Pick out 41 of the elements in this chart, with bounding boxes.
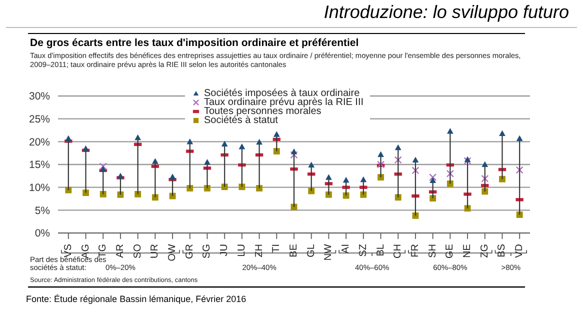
- y-tick-label: 25%: [28, 114, 50, 126]
- x-tick-label: AI: [340, 244, 352, 254]
- x-tick-label: TI: [271, 244, 282, 253]
- x-tick-label: SG: [202, 244, 213, 258]
- x-tick-label: FR: [410, 244, 421, 258]
- x-tick-label: SZ: [358, 244, 369, 257]
- x-tick-label: BS: [496, 244, 508, 258]
- x-tick-label: ZH: [254, 244, 265, 258]
- chart-subtitle: De gros écarts entre les taux d'imposition ordinaire et préférentiel: [30, 37, 359, 49]
- source-note: Fonte: Étude régionale Bassin lémanique, Février 2016: [26, 294, 246, 304]
- y-tick-label: 5%: [34, 204, 50, 217]
- y-tick-label: 10%: [28, 182, 50, 194]
- legend-label: Taux ordinaire prévu après la RIE III: [204, 97, 364, 108]
- x-tick-label: SO: [132, 244, 144, 258]
- y-tick-label: 20%: [28, 136, 50, 148]
- x-tick-label: UR: [150, 244, 161, 258]
- x-tick-label: LU: [236, 244, 248, 257]
- x-tick-label: BE: [288, 244, 300, 258]
- x-tick-label: NW: [323, 243, 334, 261]
- y-tick-label: 15%: [28, 159, 50, 172]
- legend-label: Sociétés imposées à taux ordinaire: [204, 88, 360, 99]
- y-tick-label: 0%: [34, 228, 50, 240]
- x-tick-label: OW: [167, 243, 178, 262]
- legend-label: Toutes personnes morales: [204, 106, 322, 117]
- x-tick-label: TG: [98, 244, 109, 258]
- x-tick-label: BL: [375, 244, 386, 256]
- legend-label: Sociétés à statut: [204, 115, 278, 126]
- x-tick-label: JU: [219, 244, 230, 256]
- chart-title: Introduzione: lo sviluppo futuro: [324, 2, 569, 23]
- x-tick-label: CH: [392, 244, 404, 258]
- x-tick-label: VS: [62, 244, 74, 258]
- x-tick-label: NE: [462, 244, 474, 258]
- x-tick-label: AG: [80, 244, 92, 258]
- x-tick-label: SH: [427, 244, 438, 258]
- x-tick-label: AR: [114, 244, 126, 258]
- x-tick-label: GL: [306, 244, 317, 258]
- x-tick-label: VD: [514, 244, 526, 258]
- x-tick-label: GE: [444, 244, 456, 258]
- x-tick-label: GR: [184, 244, 196, 259]
- y-tick-label: 30%: [28, 90, 50, 103]
- x-tick-label: ZG: [479, 244, 490, 258]
